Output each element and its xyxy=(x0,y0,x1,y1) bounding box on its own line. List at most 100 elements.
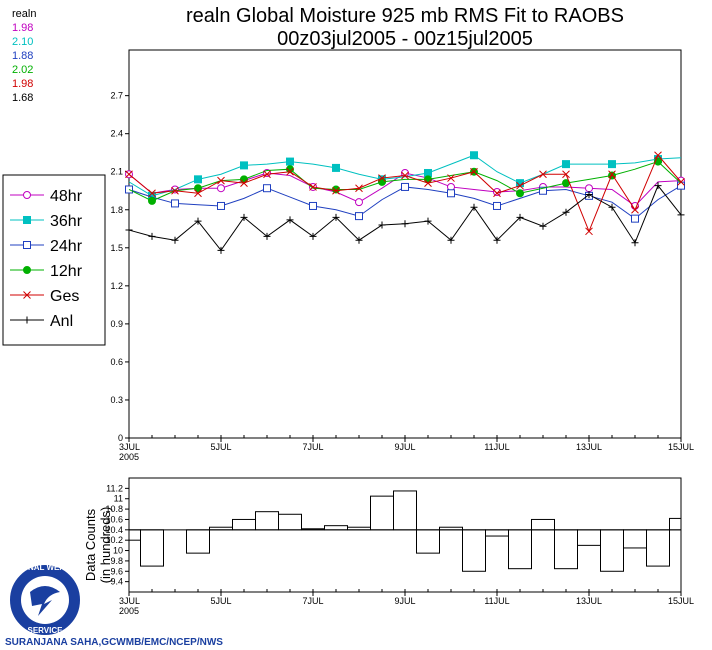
bar xyxy=(209,526,233,531)
legend-marker xyxy=(23,241,31,249)
x-tick-label: 3JUL xyxy=(119,442,140,452)
y-tick-label: 10 xyxy=(113,546,123,556)
marker xyxy=(309,232,317,240)
summary-value: 1.98 xyxy=(12,78,33,90)
bar xyxy=(646,529,670,567)
bar xyxy=(600,529,624,572)
marker xyxy=(332,163,340,172)
bar xyxy=(232,518,256,531)
plot-frame xyxy=(128,477,682,593)
marker xyxy=(332,186,340,195)
y-tick-label: 11.2 xyxy=(106,483,123,493)
marker xyxy=(263,232,271,240)
marker xyxy=(148,196,156,205)
x-tick-label: 3JUL xyxy=(119,596,140,606)
series-line xyxy=(128,154,682,233)
marker xyxy=(125,226,133,234)
x-tick-label: 13JUL xyxy=(576,596,602,606)
y-axis-label: Data Counts xyxy=(83,508,98,581)
bar xyxy=(416,529,440,554)
marker xyxy=(631,205,639,214)
y-tick-label: 10.6 xyxy=(105,514,123,524)
y-tick-label: 1.8 xyxy=(110,205,123,215)
marker xyxy=(378,221,386,229)
legend-marker xyxy=(23,191,31,199)
marker xyxy=(493,189,501,198)
bar xyxy=(128,529,141,541)
marker xyxy=(378,174,386,182)
marker xyxy=(677,211,685,219)
marker xyxy=(401,171,409,180)
marker xyxy=(217,176,225,185)
marker xyxy=(608,203,616,211)
x-tick-label: 13JUL xyxy=(576,442,602,452)
summary-value: 2.02 xyxy=(12,64,33,76)
x-tick-label: 7JUL xyxy=(302,442,323,452)
marker xyxy=(516,179,524,188)
y-tick-label: 10.4 xyxy=(105,525,123,535)
legend-label: 36hr xyxy=(50,213,83,230)
bar xyxy=(370,495,394,531)
y-tick-label: 9.4 xyxy=(110,577,123,587)
plot-frame xyxy=(128,49,682,439)
bar xyxy=(669,517,682,531)
x-tick-label: 9JUL xyxy=(394,596,415,606)
y-tick-label: 10.8 xyxy=(105,504,123,514)
marker xyxy=(447,174,455,182)
marker xyxy=(240,161,248,170)
y-tick-label: 0.3 xyxy=(110,395,123,405)
y-tick-label: 1.2 xyxy=(110,281,123,291)
marker xyxy=(355,236,363,244)
series-line xyxy=(128,161,682,202)
bar xyxy=(462,529,486,572)
chart-subtitle: 00z03jul2005 - 00z15jul2005 xyxy=(277,28,533,50)
marker xyxy=(355,198,363,207)
marker xyxy=(217,184,225,193)
marker xyxy=(677,181,685,190)
marker xyxy=(631,239,639,247)
y-tick-label: 1.5 xyxy=(110,243,123,253)
legend-label: 48hr xyxy=(50,188,83,205)
legend-label: 12hr xyxy=(50,263,83,280)
marker xyxy=(148,189,156,198)
series-line xyxy=(128,154,682,197)
marker xyxy=(470,151,478,160)
marker xyxy=(286,165,294,174)
bar xyxy=(623,529,647,549)
marker xyxy=(424,175,432,184)
marker xyxy=(286,157,294,166)
marker xyxy=(608,160,616,169)
bar xyxy=(393,490,417,531)
chart-title: realn Global Moisture 925 mb RMS Fit to … xyxy=(186,5,624,27)
marker xyxy=(240,179,248,187)
marker xyxy=(217,246,225,254)
bar xyxy=(140,529,164,567)
marker xyxy=(263,184,271,193)
bar xyxy=(324,525,348,531)
marker xyxy=(516,181,524,190)
y-tick-label: 9.8 xyxy=(110,556,123,566)
bar xyxy=(301,528,325,531)
marker xyxy=(539,186,547,195)
marker xyxy=(677,178,685,186)
y-tick-label: 0.9 xyxy=(110,319,123,329)
footer: SURANJANA SAHA,GCWMB/EMC/NCEP/NWS xyxy=(5,637,223,648)
marker xyxy=(470,167,478,176)
x-year-label: 2005 xyxy=(119,452,139,462)
nws-logo: NATIONAL WEATHER SERVICE xyxy=(4,563,87,637)
marker xyxy=(309,201,317,210)
marker xyxy=(562,208,570,216)
marker xyxy=(125,170,133,179)
legend-label: Anl xyxy=(50,313,73,330)
bar xyxy=(577,529,601,546)
y-tick-label: 2.7 xyxy=(110,91,123,101)
marker xyxy=(424,179,432,187)
marker xyxy=(355,184,363,193)
marker xyxy=(470,203,478,211)
legend-marker xyxy=(23,291,31,299)
marker xyxy=(447,236,455,244)
marker xyxy=(424,217,432,225)
legend-label: Ges xyxy=(50,288,79,305)
marker xyxy=(171,186,179,195)
